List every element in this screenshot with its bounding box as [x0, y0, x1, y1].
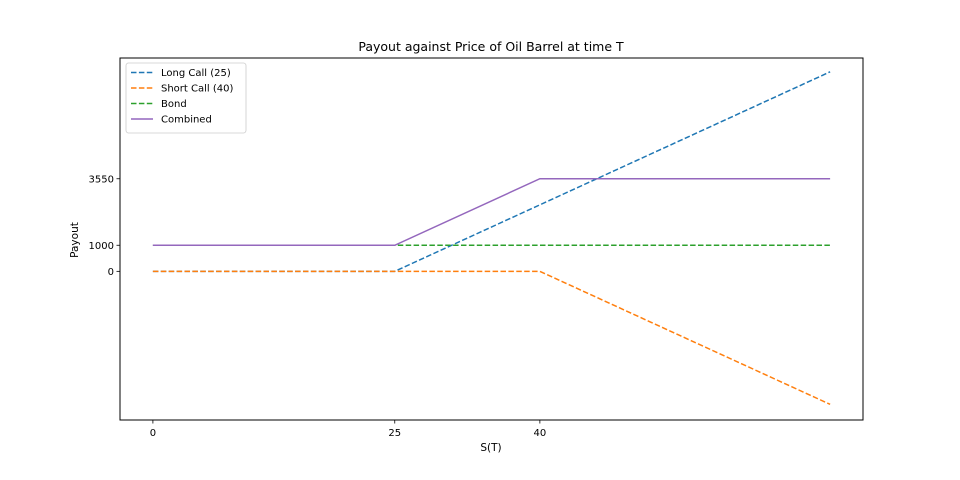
legend: Long Call (25) Short Call (40) Bond Combine…: [125, 62, 247, 134]
y-axis-label: Payout: [69, 222, 81, 258]
y-tick-label-0: 0: [108, 267, 114, 278]
x-tick-label-2: 40: [534, 428, 547, 439]
y-tick-label-1: 1000: [89, 241, 114, 252]
x-axis-label: S(T): [480, 442, 501, 454]
legend-box: [125, 62, 247, 134]
legend-label-2: Bond: [161, 99, 187, 110]
legend-label-3: Combined: [161, 115, 212, 126]
y-tick-label-2: 3550: [89, 174, 114, 185]
x-tick-label-0: 0: [150, 428, 156, 439]
plot-frame: [119, 57, 864, 421]
series-line-0: [152, 71, 831, 273]
chart-title: Payout against Price of Oil Barrel at ti…: [358, 39, 624, 54]
legend-label-0: Long Call (25): [161, 68, 231, 79]
legend-label-1: Short Call (40): [161, 84, 233, 95]
series-line-3: [152, 178, 831, 247]
series-line-1: [152, 270, 831, 406]
series-layer: [152, 71, 831, 406]
x-tick-label-1: 25: [388, 428, 401, 439]
tick-layer: 0 25 40 0 1000 3550: [89, 174, 547, 439]
